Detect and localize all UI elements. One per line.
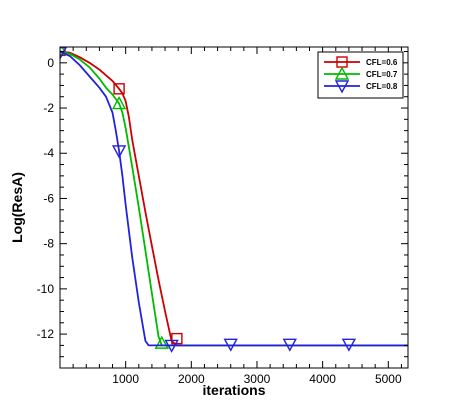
y-tick-label: -6 — [43, 191, 54, 205]
x-tick-label: 1000 — [112, 372, 139, 386]
plot-frame — [59, 46, 409, 369]
chart-legend: CFL=0.6 CFL=0.7 CFL=0.8 — [317, 51, 404, 99]
series-CFL=0.8 — [60, 47, 408, 353]
x-tick-label: 3000 — [244, 372, 271, 386]
series-marker — [154, 335, 169, 349]
x-tick-label: 2000 — [178, 372, 205, 386]
y-tick-label: -2 — [43, 101, 54, 115]
legend-marker — [334, 66, 350, 80]
x-tick-label: 5000 — [375, 372, 402, 386]
series-line — [60, 50, 408, 347]
series-layer — [60, 47, 408, 353]
y-tick-label: -10 — [37, 282, 55, 296]
series-marker — [60, 47, 68, 61]
series-marker — [223, 338, 238, 352]
series-marker — [341, 338, 357, 352]
legend-label: CFL=0.8 — [366, 82, 398, 91]
x-axis-title: iterations — [202, 382, 265, 398]
series-line — [60, 50, 408, 347]
y-tick-label: -12 — [37, 327, 55, 341]
y-tick-label: -8 — [43, 237, 54, 251]
x-tick-label: 4000 — [309, 372, 336, 386]
legend-box — [317, 51, 404, 99]
series-marker — [164, 339, 179, 353]
legend-label: CFL=0.7 — [366, 70, 398, 79]
series-marker — [282, 338, 297, 352]
y-tick-label: -4 — [43, 146, 54, 160]
series-marker — [113, 83, 125, 95]
y-axis-title: Log(ResA) — [9, 172, 25, 243]
series-marker — [111, 145, 127, 159]
series-marker — [111, 96, 127, 110]
series-CFL=0.7 — [60, 47, 408, 349]
y-tick-label: 0 — [47, 56, 54, 70]
series-marker — [60, 47, 68, 55]
legend-marker — [334, 80, 350, 94]
legend-label: CFL=0.6 — [366, 58, 398, 67]
series-marker — [171, 332, 183, 345]
ticks-layer: 1000 2000 3000 4000 5000 0 -2 -4 -6 -8 -10 -12 — [37, 47, 408, 386]
